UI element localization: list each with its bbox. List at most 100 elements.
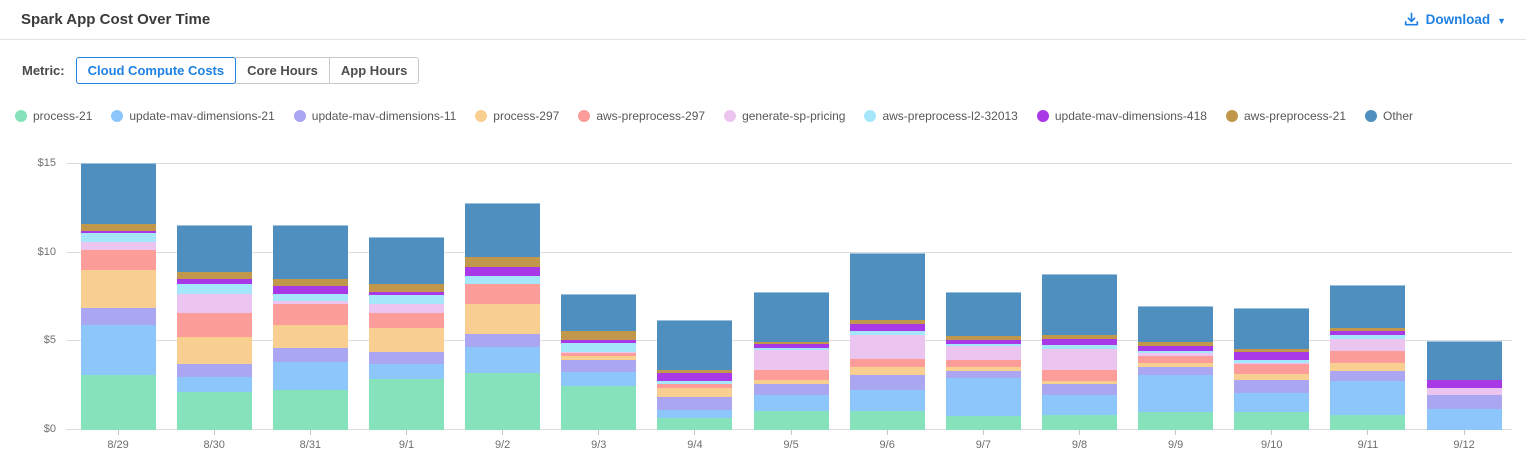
bar-segment-update-mav-dimensions-21[interactable] — [272, 361, 348, 391]
legend-item-aws-preprocess-297[interactable]: aws-preprocess-297 — [578, 109, 705, 123]
bar-segment-update-mav-dimensions-21[interactable] — [1041, 394, 1117, 416]
legend-item-update-mav-dimensions-11[interactable]: update-mav-dimensions-11 — [293, 109, 456, 123]
bar-segment-update-mav-dimensions-418[interactable] — [561, 339, 637, 344]
bar-segment-aws-preprocess-21[interactable] — [1041, 335, 1117, 340]
bar-segment-update-mav-dimensions-21[interactable] — [80, 325, 156, 376]
bar-segment-update-mav-dimensions-11[interactable] — [80, 307, 156, 326]
bar-segment-process-21[interactable] — [1234, 411, 1310, 430]
legend-item-process-21[interactable]: process-21 — [15, 109, 92, 123]
bar-segment-aws-preprocess-21[interactable] — [465, 256, 541, 267]
bar-segment-update-mav-dimensions-21[interactable] — [657, 410, 733, 418]
bar-segment-update-mav-dimensions-418[interactable] — [272, 285, 348, 294]
bar-segment-update-mav-dimensions-418[interactable] — [1138, 346, 1214, 351]
bar-segment-update-mav-dimensions-11[interactable] — [561, 359, 637, 373]
bar-segment-aws-preprocess-297[interactable] — [369, 312, 444, 328]
bar-segment-other[interactable] — [561, 293, 637, 331]
bar-segment-aws-preprocess-21[interactable] — [849, 319, 925, 324]
bar-segment-aws-preprocess-21[interactable] — [1138, 342, 1214, 347]
bar-segment-update-mav-dimensions-418[interactable] — [753, 344, 829, 348]
bar-segment-aws-preprocess-l2-32013[interactable] — [176, 283, 252, 294]
bar-segment-generate-sp-pricing[interactable] — [945, 346, 1021, 361]
bar-segment-other[interactable] — [176, 224, 252, 273]
bar-segment-aws-preprocess-297[interactable] — [1138, 356, 1214, 364]
bar-segment-aws-preprocess-21[interactable] — [561, 330, 637, 340]
bar-segment-other[interactable] — [1234, 307, 1310, 349]
bar-segment-update-mav-dimensions-418[interactable] — [657, 373, 733, 381]
bar-segment-update-mav-dimensions-11[interactable] — [1041, 383, 1117, 395]
stacked-bar-9-5[interactable] — [753, 292, 829, 430]
bar-segment-aws-preprocess-l2-32013[interactable] — [369, 294, 444, 305]
bar-segment-update-mav-dimensions-21[interactable] — [369, 364, 444, 380]
stacked-bar-8-31[interactable] — [272, 224, 348, 430]
bar-segment-process-21[interactable] — [945, 415, 1021, 430]
bar-segment-other[interactable] — [945, 292, 1021, 337]
bar-segment-process-297[interactable] — [1330, 363, 1406, 371]
bar-segment-update-mav-dimensions-21[interactable] — [1138, 375, 1214, 412]
bar-segment-update-mav-dimensions-11[interactable] — [1234, 380, 1310, 394]
bar-segment-update-mav-dimensions-21[interactable] — [1234, 393, 1310, 412]
bar-segment-update-mav-dimensions-21[interactable] — [176, 376, 252, 392]
bar-segment-update-mav-dimensions-21[interactable] — [849, 390, 925, 411]
bar-segment-aws-preprocess-l2-32013[interactable] — [561, 343, 637, 352]
legend-item-update-mav-dimensions-418[interactable]: update-mav-dimensions-418 — [1036, 109, 1207, 123]
bar-segment-process-297[interactable] — [561, 355, 637, 360]
bar-segment-update-mav-dimensions-418[interactable] — [80, 230, 156, 234]
legend-item-generate-sp-pricing[interactable]: generate-sp-pricing — [724, 109, 845, 123]
bar-segment-process-21[interactable] — [1138, 411, 1214, 430]
bar-segment-update-mav-dimensions-21[interactable] — [753, 394, 829, 411]
metric-tab-app-hours[interactable]: App Hours — [328, 57, 420, 84]
bar-segment-update-mav-dimensions-11[interactable] — [272, 347, 348, 362]
bar-segment-aws-preprocess-l2-32013[interactable] — [1138, 350, 1214, 353]
bar-segment-update-mav-dimensions-418[interactable] — [1330, 331, 1406, 335]
stacked-bar-9-6[interactable] — [849, 252, 925, 430]
stacked-bar-8-30[interactable] — [176, 224, 252, 430]
bar-segment-update-mav-dimensions-11[interactable] — [1330, 370, 1406, 381]
bar-segment-aws-preprocess-21[interactable] — [1330, 328, 1406, 332]
bar-segment-process-297[interactable] — [849, 366, 925, 376]
bar-segment-other[interactable] — [1330, 284, 1406, 329]
bar-segment-aws-preprocess-21[interactable] — [753, 341, 829, 345]
bar-segment-generate-sp-pricing[interactable] — [1426, 388, 1502, 395]
bar-segment-update-mav-dimensions-418[interactable] — [1426, 379, 1502, 389]
bar-segment-other[interactable] — [1041, 274, 1117, 336]
bar-segment-aws-preprocess-297[interactable] — [657, 383, 733, 388]
bar-segment-generate-sp-pricing[interactable] — [1138, 352, 1214, 357]
bar-segment-update-mav-dimensions-418[interactable] — [1234, 352, 1310, 360]
bar-segment-process-21[interactable] — [369, 379, 444, 430]
bar-segment-aws-preprocess-297[interactable] — [1330, 350, 1406, 364]
stacked-bar-9-3[interactable] — [561, 293, 637, 430]
bar-segment-process-297[interactable] — [945, 367, 1021, 372]
bar-segment-aws-preprocess-297[interactable] — [849, 359, 925, 367]
bar-segment-process-297[interactable] — [1138, 363, 1214, 367]
bar-segment-update-mav-dimensions-21[interactable] — [945, 377, 1021, 416]
bar-segment-aws-preprocess-21[interactable] — [176, 272, 252, 279]
bar-segment-other[interactable] — [272, 224, 348, 279]
bar-segment-process-297[interactable] — [80, 270, 156, 308]
bar-segment-aws-preprocess-l2-32013[interactable] — [1234, 359, 1310, 364]
bar-segment-aws-preprocess-l2-32013[interactable] — [753, 347, 829, 351]
bar-segment-aws-preprocess-l2-32013[interactable] — [465, 275, 541, 285]
bar-segment-aws-preprocess-21[interactable] — [945, 336, 1021, 341]
bar-segment-aws-preprocess-21[interactable] — [272, 278, 348, 286]
bar-segment-process-21[interactable] — [1330, 415, 1406, 430]
bar-segment-process-21[interactable] — [465, 373, 541, 430]
bar-segment-generate-sp-pricing[interactable] — [849, 334, 925, 360]
bar-segment-other[interactable] — [657, 320, 733, 370]
bar-segment-aws-preprocess-297[interactable] — [561, 352, 637, 356]
bar-segment-aws-preprocess-21[interactable] — [80, 224, 156, 231]
bar-segment-process-21[interactable] — [176, 391, 252, 430]
bar-segment-generate-sp-pricing[interactable] — [753, 350, 829, 370]
download-button[interactable]: Download ▼ — [1404, 12, 1506, 27]
bar-segment-update-mav-dimensions-11[interactable] — [1426, 394, 1502, 410]
bar-segment-aws-preprocess-297[interactable] — [272, 303, 348, 325]
legend-item-other[interactable]: Other — [1365, 109, 1413, 123]
bar-segment-aws-preprocess-l2-32013[interactable] — [1330, 334, 1406, 340]
bar-segment-generate-sp-pricing[interactable] — [561, 352, 637, 353]
bar-segment-aws-preprocess-297[interactable] — [945, 360, 1021, 368]
legend-item-process-297[interactable]: process-297 — [475, 109, 559, 123]
bar-segment-process-297[interactable] — [753, 379, 829, 384]
bar-segment-update-mav-dimensions-21[interactable] — [1426, 409, 1502, 430]
stacked-bar-9-2[interactable] — [465, 203, 541, 430]
bar-segment-update-mav-dimensions-418[interactable] — [849, 323, 925, 331]
bar-segment-process-21[interactable] — [753, 410, 829, 430]
